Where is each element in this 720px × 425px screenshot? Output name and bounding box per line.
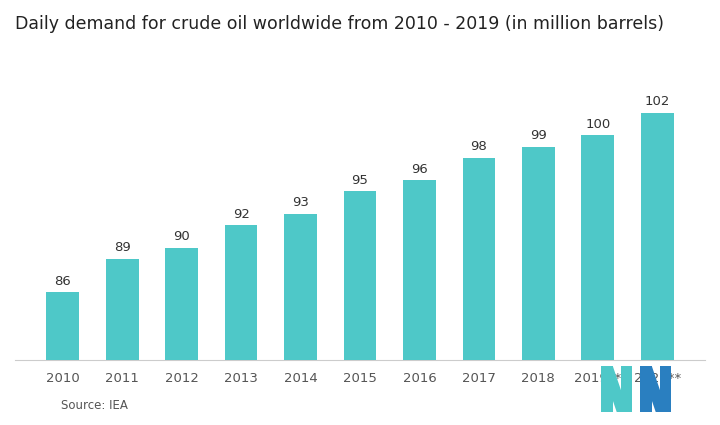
Polygon shape bbox=[601, 366, 629, 412]
Polygon shape bbox=[660, 366, 671, 412]
Bar bbox=[522, 147, 554, 360]
Polygon shape bbox=[601, 366, 613, 412]
Bar bbox=[641, 113, 674, 360]
Text: 89: 89 bbox=[114, 241, 130, 254]
Bar bbox=[225, 225, 258, 360]
Bar bbox=[462, 158, 495, 360]
Polygon shape bbox=[640, 366, 667, 412]
Text: 86: 86 bbox=[54, 275, 71, 288]
Bar bbox=[582, 136, 614, 360]
Text: 99: 99 bbox=[530, 129, 546, 142]
Text: 92: 92 bbox=[233, 208, 250, 221]
Bar bbox=[284, 214, 317, 360]
Bar bbox=[343, 192, 377, 360]
Text: 96: 96 bbox=[411, 163, 428, 176]
Text: Source: IEA: Source: IEA bbox=[61, 399, 128, 412]
Polygon shape bbox=[621, 366, 632, 412]
Bar bbox=[46, 292, 79, 360]
Text: 100: 100 bbox=[585, 118, 611, 131]
Text: 95: 95 bbox=[351, 174, 369, 187]
Bar bbox=[106, 259, 138, 360]
Text: 93: 93 bbox=[292, 196, 309, 210]
Bar bbox=[403, 180, 436, 360]
Bar bbox=[166, 247, 198, 360]
Polygon shape bbox=[640, 366, 652, 412]
Text: 98: 98 bbox=[471, 140, 487, 153]
Text: 90: 90 bbox=[174, 230, 190, 243]
Text: 102: 102 bbox=[644, 96, 670, 108]
Text: Daily demand for crude oil worldwide from 2010 - 2019 (in million barrels): Daily demand for crude oil worldwide fro… bbox=[15, 15, 664, 33]
